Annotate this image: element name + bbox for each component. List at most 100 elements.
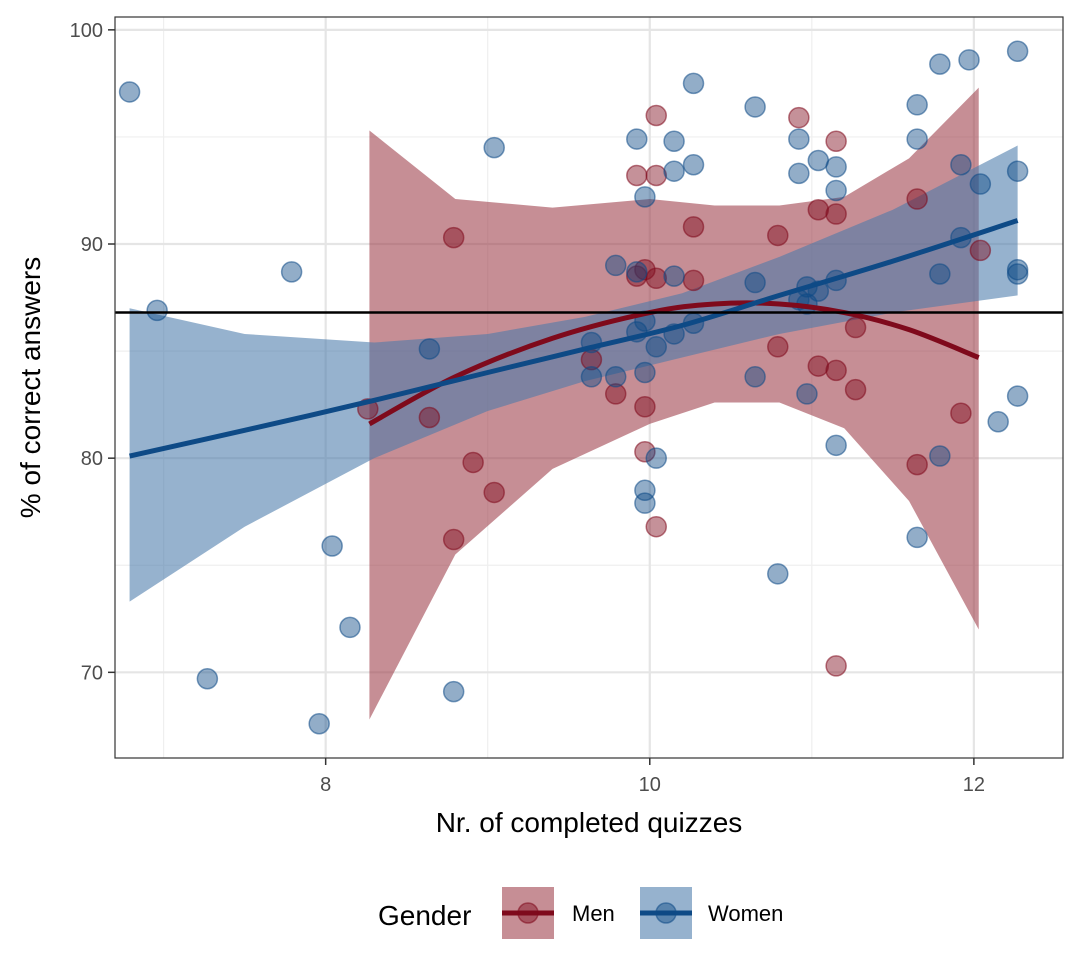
legend-key-point (517, 902, 539, 924)
point-women (987, 411, 1009, 433)
point-women (929, 53, 951, 75)
confidence-ribbons (129, 87, 1018, 720)
point-men (645, 164, 668, 187)
x-axis-title: Nr. of completed quizzes (436, 807, 743, 838)
point-women (682, 154, 705, 176)
point-women (146, 299, 168, 322)
point-women (825, 179, 847, 202)
point-women (645, 336, 668, 358)
y-tick-label: 100 (70, 20, 103, 42)
point-women (788, 162, 810, 185)
point-women (950, 154, 972, 176)
point-women (788, 128, 810, 150)
point-women (626, 128, 648, 150)
plot-panel-border (114, 16, 1064, 759)
point-men (645, 267, 668, 290)
y-axis-title: % of correct answers (15, 257, 46, 518)
x-axis-ticks: 8 10 12 (320, 758, 985, 796)
point-women (825, 156, 847, 178)
point-women (1006, 160, 1029, 182)
point-men (807, 355, 830, 377)
y-tick-label: 70 (81, 662, 103, 684)
legend-title: Gender (378, 900, 471, 931)
point-women (663, 265, 685, 287)
point-women (1006, 263, 1029, 285)
legend-items: Men Women (502, 887, 783, 939)
point-women (339, 616, 361, 639)
point-women (744, 366, 766, 388)
point-men (634, 440, 656, 463)
fit-lines (129, 218, 1019, 459)
point-women (958, 49, 980, 71)
y-tick-label: 90 (81, 234, 103, 256)
y-axis-ticks: 70 80 90 100 (70, 20, 115, 684)
point-men (442, 226, 465, 249)
point-men (634, 396, 656, 418)
point-women (196, 668, 219, 690)
point-women (634, 361, 656, 384)
point-women (969, 173, 992, 195)
point-women (807, 149, 830, 172)
point-men (950, 402, 972, 424)
fit-line-men (368, 300, 980, 427)
y-tick-label: 80 (81, 448, 103, 470)
point-women (280, 261, 303, 283)
point-men (844, 316, 867, 339)
point-women (744, 96, 766, 118)
point-men (788, 106, 810, 129)
point-women (604, 366, 627, 388)
point-women (626, 261, 648, 283)
point-women (604, 254, 627, 277)
point-women (1006, 40, 1029, 63)
x-tick-label: 8 (320, 774, 331, 796)
point-men (626, 164, 648, 187)
point-women (906, 128, 928, 150)
legend-label: Women (708, 901, 783, 926)
point-women (744, 271, 766, 294)
point-men (682, 269, 705, 292)
point-women (580, 366, 603, 388)
point-women (929, 263, 951, 285)
point-women (645, 447, 668, 469)
data-points (118, 40, 1029, 735)
legend-item-women: Women (640, 887, 783, 939)
point-men (767, 224, 789, 247)
x-tick-label: 10 (639, 774, 661, 796)
point-men (825, 655, 847, 677)
ci-ribbon-women (129, 145, 1018, 602)
point-women (483, 136, 505, 159)
point-women (682, 72, 705, 95)
point-men (807, 198, 830, 221)
fit-line-women (129, 218, 1019, 459)
point-men (645, 515, 668, 538)
point-women (767, 563, 789, 585)
point-men (825, 203, 847, 225)
point-men (767, 336, 789, 358)
legend-item-men: Men (502, 887, 615, 939)
point-women (442, 680, 465, 703)
point-women (418, 338, 441, 360)
point-women (118, 81, 141, 103)
point-men (604, 383, 627, 405)
point-women (1006, 385, 1029, 407)
point-men (634, 258, 656, 281)
point-women (906, 526, 928, 549)
point-men (969, 239, 992, 262)
point-men (682, 216, 705, 238)
x-tick-label: 12 (963, 774, 985, 796)
point-women (663, 130, 685, 152)
point-men (906, 453, 928, 476)
point-women (929, 445, 951, 467)
point-men (645, 104, 668, 127)
point-men (906, 188, 928, 210)
point-men (418, 406, 441, 429)
point-men (825, 130, 847, 152)
point-men (462, 451, 484, 474)
point-women (634, 186, 656, 208)
point-men (844, 378, 867, 401)
legend: Gender Men Women (378, 887, 783, 939)
point-men (825, 359, 847, 382)
point-women (634, 492, 656, 514)
point-men (483, 481, 505, 504)
